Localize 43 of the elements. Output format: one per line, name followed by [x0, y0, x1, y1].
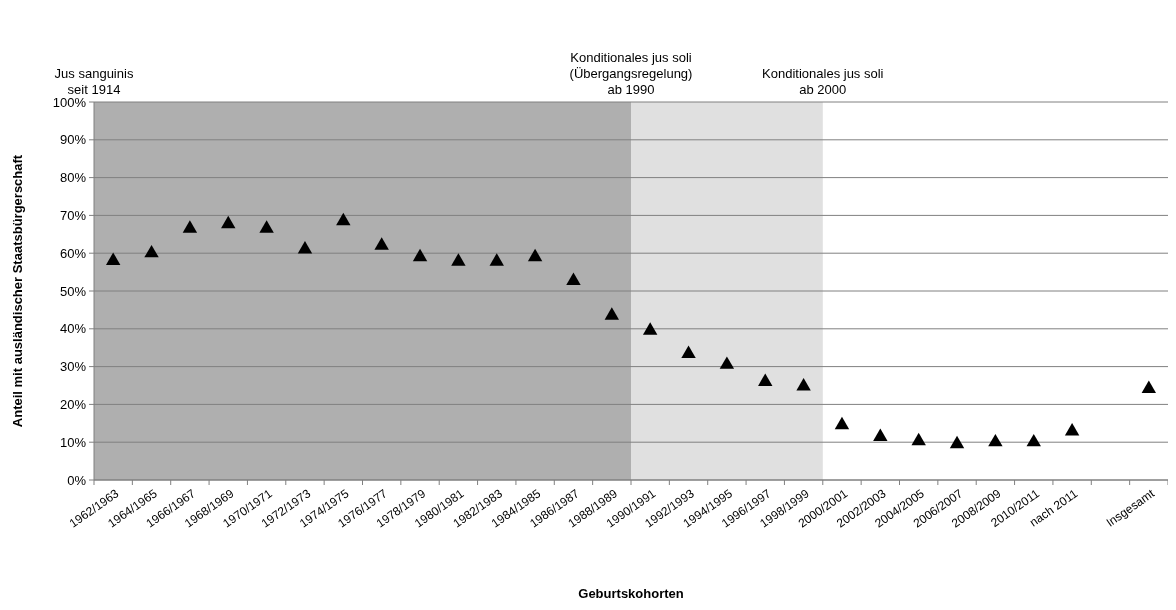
point	[144, 244, 159, 258]
point	[221, 215, 236, 229]
point	[758, 373, 773, 386]
y-tick-label: 0%	[67, 472, 87, 488]
point	[105, 252, 121, 265]
point	[182, 220, 198, 233]
y-tick-label: 10%	[59, 434, 87, 450]
y-tick-label: 90%	[59, 132, 87, 148]
y-tick-label: 50%	[59, 283, 87, 299]
y-tick-label: 20%	[59, 396, 87, 412]
x-axis-title: Geburtskohorten	[578, 586, 684, 601]
y-tick-label: 30%	[59, 359, 87, 375]
point	[489, 253, 504, 266]
point	[604, 307, 620, 320]
point	[1064, 422, 1080, 436]
point	[796, 377, 811, 391]
point	[834, 416, 850, 430]
point	[642, 322, 658, 335]
y-tick-label: 70%	[59, 207, 87, 223]
y-tick-label: 100%	[52, 94, 87, 110]
y-tick-label: 80%	[59, 170, 87, 186]
y-tick-label: 60%	[59, 245, 87, 261]
point	[412, 248, 428, 262]
point	[681, 345, 696, 358]
point	[1026, 433, 1041, 447]
point	[336, 212, 351, 226]
point	[451, 253, 466, 266]
point	[911, 432, 926, 446]
y-axis-title: Anteil mit ausländischer Staatsbürgerschaft	[10, 154, 25, 428]
point	[873, 428, 888, 442]
point	[566, 272, 581, 285]
point	[259, 220, 274, 233]
point	[949, 435, 965, 449]
point	[527, 248, 543, 262]
y-tick-label: 40%	[59, 321, 87, 337]
point	[374, 237, 389, 250]
band-label: Konditionales jus soli (Übergangsregelung) ab 1990	[569, 50, 693, 97]
band-label: Jus sanguinis seit 1914	[54, 66, 134, 97]
point	[719, 356, 735, 369]
point	[988, 433, 1003, 447]
text: Konditionales jus soli ab 2000	[762, 66, 884, 97]
point	[297, 241, 313, 254]
point	[1141, 380, 1157, 394]
